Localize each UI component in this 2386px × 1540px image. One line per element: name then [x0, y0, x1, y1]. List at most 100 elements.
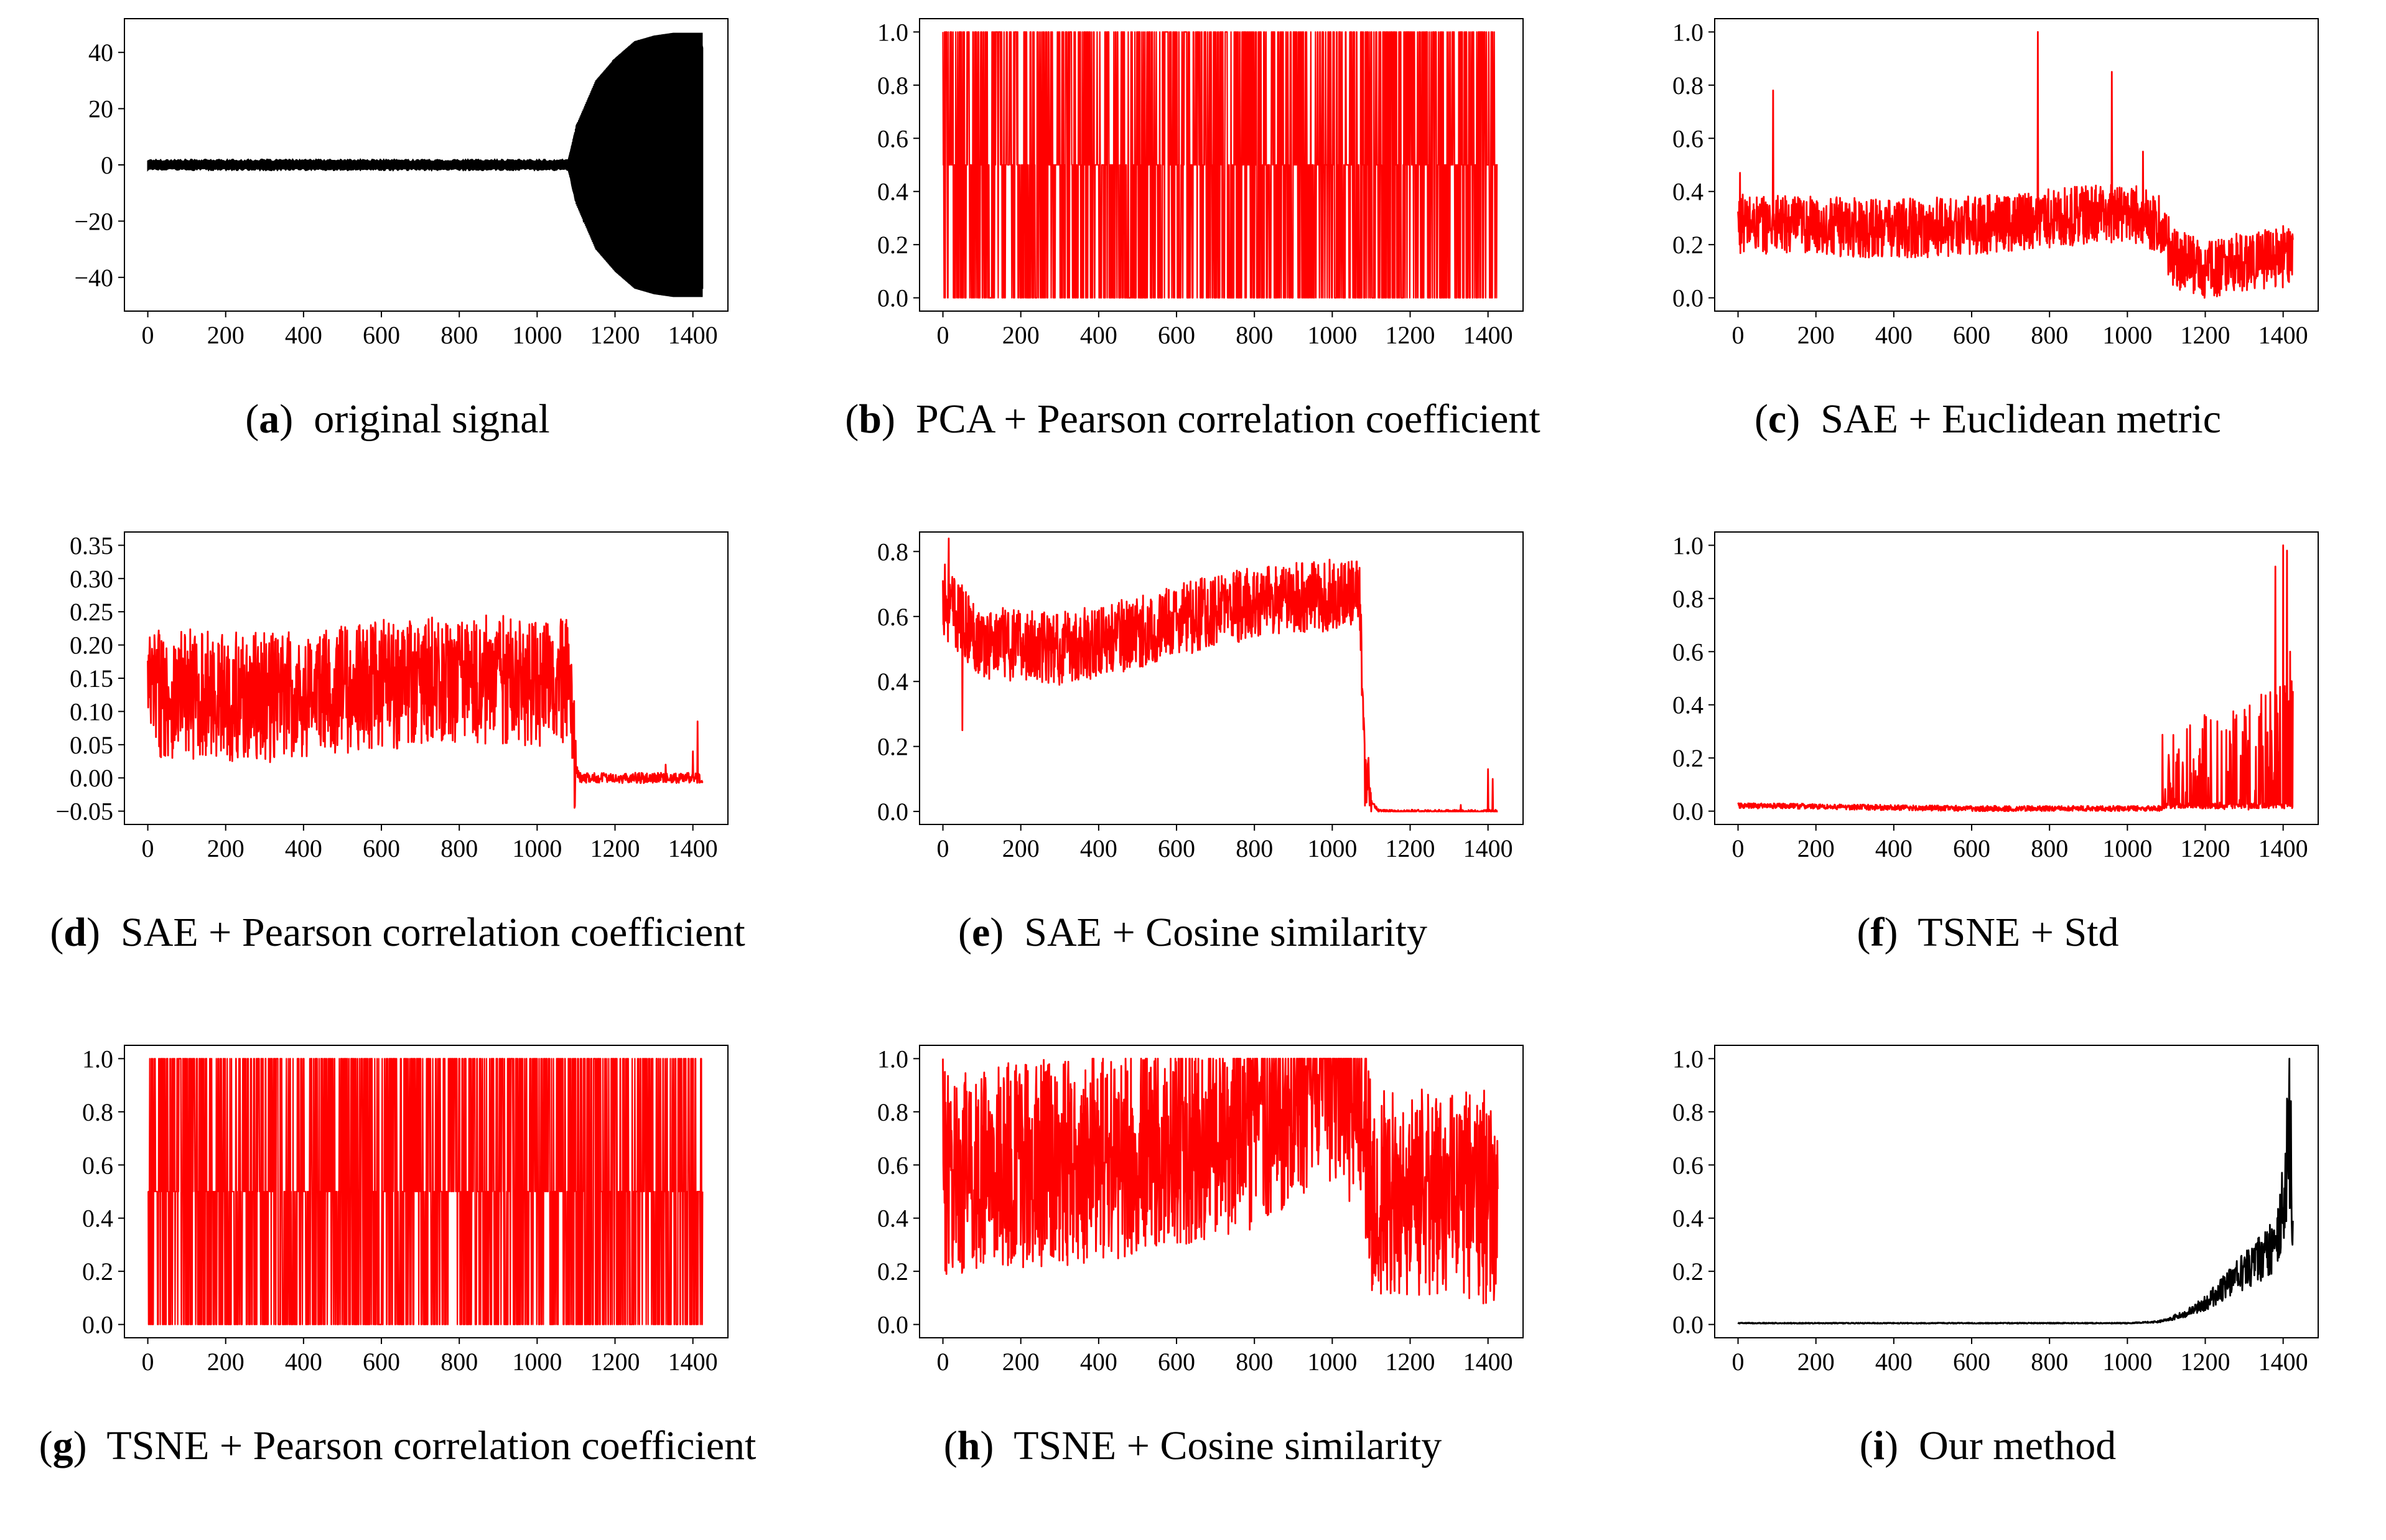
- y-tick-label: 0.4: [82, 1205, 113, 1233]
- x-tick-label: 800: [2031, 834, 2068, 862]
- panel-h: 0 200 400 600 800 1000 1200 1400 1.0 0.8 0.6 0.4 0.2…: [795, 1027, 1590, 1540]
- series-line: [942, 31, 1498, 299]
- y-tick-label: 1.0: [877, 18, 908, 46]
- panel-i: 0 200 400 600 800 1000 1200 1400 1.0 0.8 0.6 0.4 0.2…: [1590, 1027, 2385, 1540]
- caption-b: (b) PCA + Pearson correlation coefficien…: [845, 396, 1540, 442]
- axes-frame: [919, 18, 1524, 312]
- x-tick-label: 600: [1158, 321, 1195, 349]
- y-tick-label: 0.2: [1672, 744, 1703, 772]
- y-tick-label: 0.8: [1672, 1098, 1703, 1126]
- caption-i: (i) Our method: [1859, 1423, 2117, 1468]
- y-tick-label: 0.6: [82, 1151, 113, 1179]
- chart-g: 0 200 400 600 800 1000 1200 1400 1.0 0.8 0.6 0.4 0.2…: [82, 1045, 729, 1376]
- y-tick-label: 0.2: [82, 1258, 113, 1286]
- x-tick-label: 1400: [1463, 1348, 1513, 1376]
- y-tick-label: 0.8: [877, 1098, 908, 1126]
- x-tick-label: 600: [363, 1348, 400, 1376]
- x-tick-label: 1200: [590, 1348, 640, 1376]
- y-tick-label: 0.05: [70, 731, 113, 759]
- caption-letter: h: [957, 1423, 981, 1468]
- y-tick-label: 0.4: [877, 178, 908, 206]
- y-tick-label: 1.0: [877, 1045, 908, 1073]
- x-tick-label: 1400: [668, 321, 718, 349]
- y-tick-label: 0.0: [1672, 284, 1703, 312]
- x-tick-label: 1000: [1307, 834, 1357, 862]
- x-tick-label: 0: [142, 834, 154, 862]
- x-tick-label: 1200: [1386, 1348, 1435, 1376]
- y-tick-label: 0.2: [877, 733, 908, 761]
- y-tick-label: 0.8: [82, 1098, 113, 1126]
- x-tick-label: 1200: [2181, 834, 2230, 862]
- y-tick-label: 0.6: [877, 124, 908, 152]
- panel-e: 0 200 400 600 800 1000 1200 1400 0.8 0.6 0.4 0.2 0.0…: [795, 513, 1590, 1027]
- series-line: [1737, 1058, 2294, 1325]
- x-tick-label: 1200: [590, 321, 640, 349]
- x-tick-label: 400: [1080, 321, 1117, 349]
- x-tick-label: 400: [285, 834, 322, 862]
- x-tick-label: 400: [1080, 834, 1117, 862]
- x-tick-label: 200: [207, 834, 245, 862]
- chart-f: 0 200 400 600 800 1000 1200 1400 1.0 0.8 0.6 0.4 0.2…: [1672, 531, 2319, 862]
- y-tick-label: 0: [101, 151, 113, 179]
- caption-text: SAE + Euclidean metric: [1820, 396, 2222, 442]
- x-tick-label: 800: [440, 834, 478, 862]
- x-tick-label: 1000: [1307, 1348, 1357, 1376]
- panel-g: 0 200 400 600 800 1000 1200 1400 1.0 0.8 0.6 0.4 0.2…: [0, 1027, 795, 1540]
- panel-a: 0 200 400 600 800 1000 1200 1400 40 20 0 −20 −40 (a)…: [0, 0, 795, 513]
- series-line: [942, 1058, 1499, 1305]
- x-tick-label: 600: [1158, 834, 1195, 862]
- caption-a: (a) original signal: [245, 396, 550, 442]
- y-tick-label: 0.6: [1672, 1151, 1703, 1179]
- y-tick-label: −20: [74, 207, 113, 235]
- y-tick-label: 0.2: [1672, 231, 1703, 259]
- y-tick-label: 20: [88, 95, 113, 123]
- x-tick-label: 400: [1080, 1348, 1117, 1376]
- y-tick-label: 0.8: [877, 538, 908, 566]
- caption-text: Our method: [1919, 1423, 2117, 1468]
- y-tick-label: 0.0: [82, 1311, 113, 1339]
- y-tick-label: 0.20: [70, 632, 113, 660]
- x-tick-label: 200: [1002, 1348, 1040, 1376]
- x-tick-label: 1000: [2102, 321, 2152, 349]
- y-tick-label: 0.0: [877, 798, 908, 826]
- y-tick-label: 0.4: [877, 1205, 908, 1233]
- y-tick-label: 0.0: [877, 1311, 908, 1339]
- x-tick-label: 800: [1236, 321, 1273, 349]
- caption-text: PCA + Pearson correlation coefficient: [915, 396, 1540, 442]
- x-tick-label: 600: [363, 834, 400, 862]
- y-tick-label: −0.05: [55, 798, 113, 826]
- x-tick-label: 0: [937, 321, 949, 349]
- y-tick-label: 0.4: [1672, 691, 1703, 719]
- chart-c: 0 200 400 600 800 1000 1200 1400 1.0 0.8 0.6 0.4 0.2…: [1672, 18, 2319, 349]
- y-tick-label: 0.4: [1672, 1205, 1703, 1233]
- caption-text: TSNE + Std: [1918, 910, 2119, 955]
- x-tick-label: 800: [2031, 1348, 2068, 1376]
- x-tick-label: 0: [142, 1348, 154, 1376]
- y-tick-label: 1.0: [1672, 18, 1703, 46]
- x-tick-label: 1200: [1386, 321, 1435, 349]
- y-tick-label: 0.8: [877, 72, 908, 100]
- series-line: [1737, 544, 2294, 812]
- y-tick-label: 40: [88, 39, 113, 67]
- x-tick-label: 1000: [512, 321, 562, 349]
- x-tick-label: 1200: [590, 834, 640, 862]
- x-tick-label: 600: [1953, 834, 1990, 862]
- x-tick-label: 600: [363, 321, 400, 349]
- x-tick-label: 200: [207, 321, 245, 349]
- axes-frame: [124, 1045, 729, 1338]
- caption-text: TSNE + Pearson correlation coefficient: [106, 1423, 757, 1468]
- x-tick-label: 0: [1732, 321, 1745, 349]
- x-tick-label: 1200: [2181, 1348, 2230, 1376]
- x-tick-label: 1000: [2102, 834, 2152, 862]
- y-tick-label: 0.2: [877, 1258, 908, 1286]
- x-tick-label: 1400: [2258, 321, 2308, 349]
- y-tick-label: 1.0: [82, 1045, 113, 1073]
- y-tick-label: 0.6: [877, 603, 908, 631]
- x-tick-label: 400: [1875, 834, 1913, 862]
- x-tick-label: 800: [2031, 321, 2068, 349]
- y-tick-label: 1.0: [1672, 531, 1703, 559]
- y-tick-label: 0.0: [1672, 1311, 1703, 1339]
- y-tick-label: 0.4: [877, 668, 908, 696]
